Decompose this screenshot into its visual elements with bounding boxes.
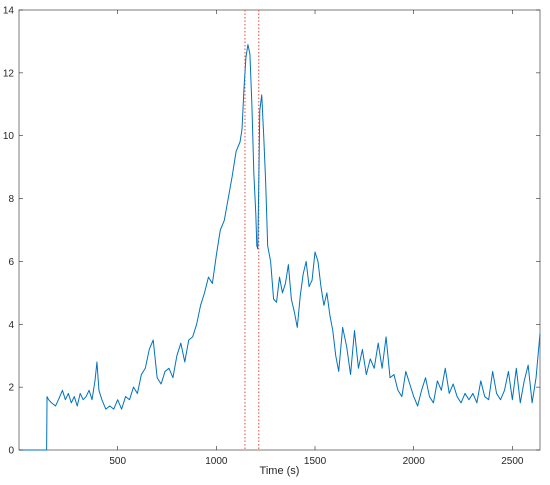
y-tick-label: 14 [3, 6, 15, 17]
y-tick-label: 2 [8, 383, 14, 394]
x-tick-label: 1500 [304, 456, 327, 467]
y-tick-label: 10 [3, 131, 15, 142]
plot-background [18, 9, 541, 451]
y-tick-label: 6 [8, 257, 14, 268]
x-tick-label: 2000 [403, 456, 426, 467]
series-line-1 [19, 44, 541, 451]
y-tick-label: 12 [3, 68, 15, 79]
x-tick-label: 2500 [501, 456, 524, 467]
x-tick-label: 1000 [205, 456, 228, 467]
y-tick-label: 0 [8, 446, 14, 457]
x-tick-label: 500 [109, 456, 126, 467]
y-tick-label: 8 [8, 194, 14, 205]
y-tick-label: 4 [8, 320, 14, 331]
x-axis-label: Time (s) [260, 465, 300, 477]
